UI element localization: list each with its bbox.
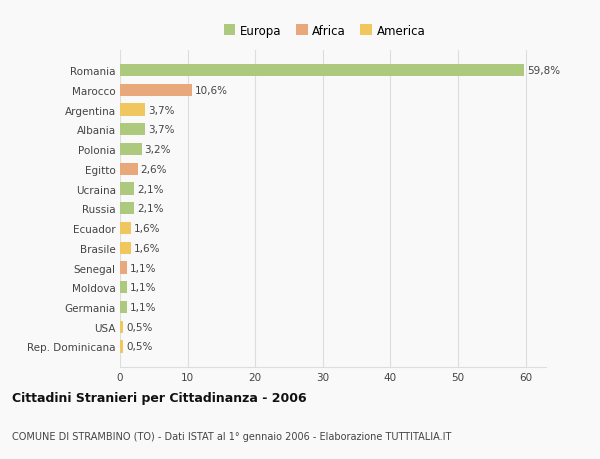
- Text: 2,1%: 2,1%: [137, 184, 163, 194]
- Legend: Europa, Africa, America: Europa, Africa, America: [224, 25, 425, 38]
- Text: 1,1%: 1,1%: [130, 263, 157, 273]
- Bar: [120, 144, 142, 156]
- Text: 3,7%: 3,7%: [148, 125, 174, 135]
- Bar: [120, 341, 124, 353]
- Bar: [120, 321, 124, 333]
- Text: COMUNE DI STRAMBINO (TO) - Dati ISTAT al 1° gennaio 2006 - Elaborazione TUTTITAL: COMUNE DI STRAMBINO (TO) - Dati ISTAT al…: [12, 431, 451, 441]
- Bar: [120, 262, 127, 274]
- Bar: [120, 65, 524, 77]
- Text: 3,7%: 3,7%: [148, 106, 174, 115]
- Text: 3,2%: 3,2%: [145, 145, 171, 155]
- Bar: [120, 183, 134, 195]
- Text: Cittadini Stranieri per Cittadinanza - 2006: Cittadini Stranieri per Cittadinanza - 2…: [12, 391, 307, 404]
- Text: 1,6%: 1,6%: [134, 224, 160, 234]
- Text: 1,6%: 1,6%: [134, 243, 160, 253]
- Text: 0,5%: 0,5%: [126, 341, 152, 352]
- Bar: [120, 223, 131, 235]
- Bar: [120, 104, 145, 117]
- Bar: [120, 124, 145, 136]
- Text: 10,6%: 10,6%: [194, 86, 227, 95]
- Bar: [120, 84, 191, 97]
- Bar: [120, 281, 127, 294]
- Text: 1,1%: 1,1%: [130, 283, 157, 292]
- Text: 1,1%: 1,1%: [130, 302, 157, 312]
- Bar: [120, 203, 134, 215]
- Text: 0,5%: 0,5%: [126, 322, 152, 332]
- Bar: [120, 163, 137, 175]
- Bar: [120, 242, 131, 254]
- Text: 2,6%: 2,6%: [140, 164, 167, 174]
- Text: 2,1%: 2,1%: [137, 204, 163, 214]
- Text: 59,8%: 59,8%: [527, 66, 560, 76]
- Bar: [120, 301, 127, 313]
